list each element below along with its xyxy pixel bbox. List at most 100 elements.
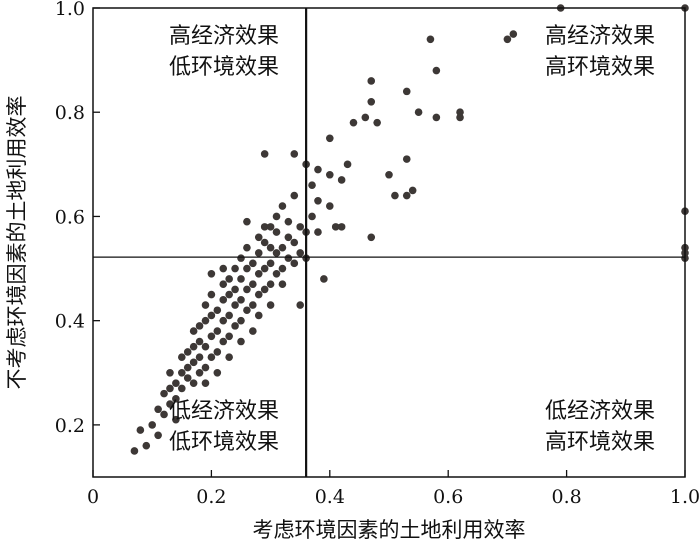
- data-point: [154, 431, 162, 440]
- data-point: [237, 296, 245, 304]
- data-point: [195, 337, 204, 346]
- data-point: [172, 415, 180, 424]
- data-point: [290, 238, 299, 247]
- data-point: [266, 223, 275, 231]
- data-point: [432, 113, 441, 122]
- data-point: [290, 150, 299, 158]
- data-point: [296, 301, 305, 309]
- data-point: [237, 316, 245, 325]
- quadrant-label-top-left: 低环境效果: [169, 55, 279, 80]
- data-point: [408, 186, 417, 195]
- data-point: [272, 249, 281, 257]
- data-point: [160, 389, 168, 398]
- data-point: [266, 259, 275, 268]
- data-point: [373, 118, 381, 127]
- data-point: [219, 264, 228, 273]
- data-point: [314, 197, 322, 205]
- data-point: [272, 228, 281, 236]
- data-point: [343, 160, 352, 169]
- data-point: [367, 98, 376, 106]
- data-point: [166, 400, 174, 408]
- data-point: [237, 337, 245, 346]
- data-point: [201, 363, 210, 372]
- quadrant-label-top-right: 高环境效果: [545, 55, 655, 80]
- data-point: [189, 379, 198, 388]
- data-point: [207, 290, 216, 299]
- data-point: [231, 285, 239, 294]
- data-point: [266, 243, 275, 252]
- data-point: [391, 191, 399, 200]
- data-point: [284, 217, 293, 226]
- data-point: [249, 301, 257, 309]
- x-tick-label: 0.2: [196, 486, 226, 508]
- data-point: [260, 150, 269, 158]
- data-point: [172, 379, 180, 388]
- data-point: [183, 363, 192, 372]
- data-point: [136, 426, 145, 434]
- data-point: [243, 243, 251, 252]
- data-point: [308, 181, 316, 189]
- data-point: [314, 165, 322, 174]
- data-point: [195, 322, 204, 330]
- data-point: [320, 275, 328, 283]
- data-point: [225, 290, 233, 299]
- data-point: [272, 269, 281, 278]
- data-point: [314, 228, 322, 236]
- data-point: [326, 134, 334, 143]
- data-point: [260, 264, 269, 273]
- data-point: [142, 441, 151, 450]
- y-tick-label: 0.2: [55, 415, 85, 437]
- data-points: [130, 4, 689, 455]
- data-point: [207, 311, 216, 320]
- data-point: [243, 285, 251, 294]
- data-point: [254, 269, 263, 278]
- data-point: [254, 249, 263, 257]
- data-point: [225, 311, 233, 320]
- data-point: [183, 348, 192, 356]
- data-point: [260, 285, 269, 294]
- data-point: [249, 327, 257, 335]
- data-point: [219, 280, 228, 288]
- data-point: [254, 233, 263, 242]
- data-point: [207, 269, 216, 278]
- data-point: [237, 275, 245, 283]
- data-point: [207, 332, 216, 341]
- y-tick-label: 0.8: [55, 102, 85, 124]
- data-point: [296, 223, 305, 231]
- data-point: [178, 353, 186, 361]
- data-point: [219, 337, 228, 346]
- data-point: [254, 290, 263, 299]
- data-point: [249, 259, 257, 268]
- data-point: [337, 223, 346, 231]
- data-point: [326, 202, 334, 210]
- data-point: [213, 368, 222, 377]
- data-point: [337, 176, 346, 184]
- data-point: [201, 379, 210, 388]
- quadrant-label-bottom-left: 低环境效果: [169, 430, 279, 455]
- data-point: [331, 223, 340, 231]
- data-point: [284, 233, 293, 242]
- data-point: [219, 316, 228, 325]
- data-point: [195, 353, 204, 361]
- data-point: [361, 113, 370, 122]
- data-point: [148, 421, 156, 429]
- data-point: [166, 384, 174, 393]
- data-point: [290, 191, 299, 200]
- reference-lines: [93, 8, 685, 477]
- data-point: [278, 264, 287, 273]
- data-point: [402, 87, 411, 96]
- data-point: [278, 202, 287, 210]
- y-axis-title: 不考虑环境因素的土地利用效率: [5, 96, 29, 390]
- data-point: [266, 280, 275, 288]
- data-point: [195, 368, 204, 377]
- data-point: [432, 66, 441, 75]
- data-point: [201, 301, 210, 309]
- x-tick-label: 1.0: [670, 486, 700, 508]
- data-point: [296, 249, 305, 257]
- data-point: [385, 170, 393, 179]
- data-point: [509, 30, 518, 38]
- data-point: [160, 410, 168, 419]
- data-point: [402, 191, 411, 200]
- data-point: [231, 301, 239, 309]
